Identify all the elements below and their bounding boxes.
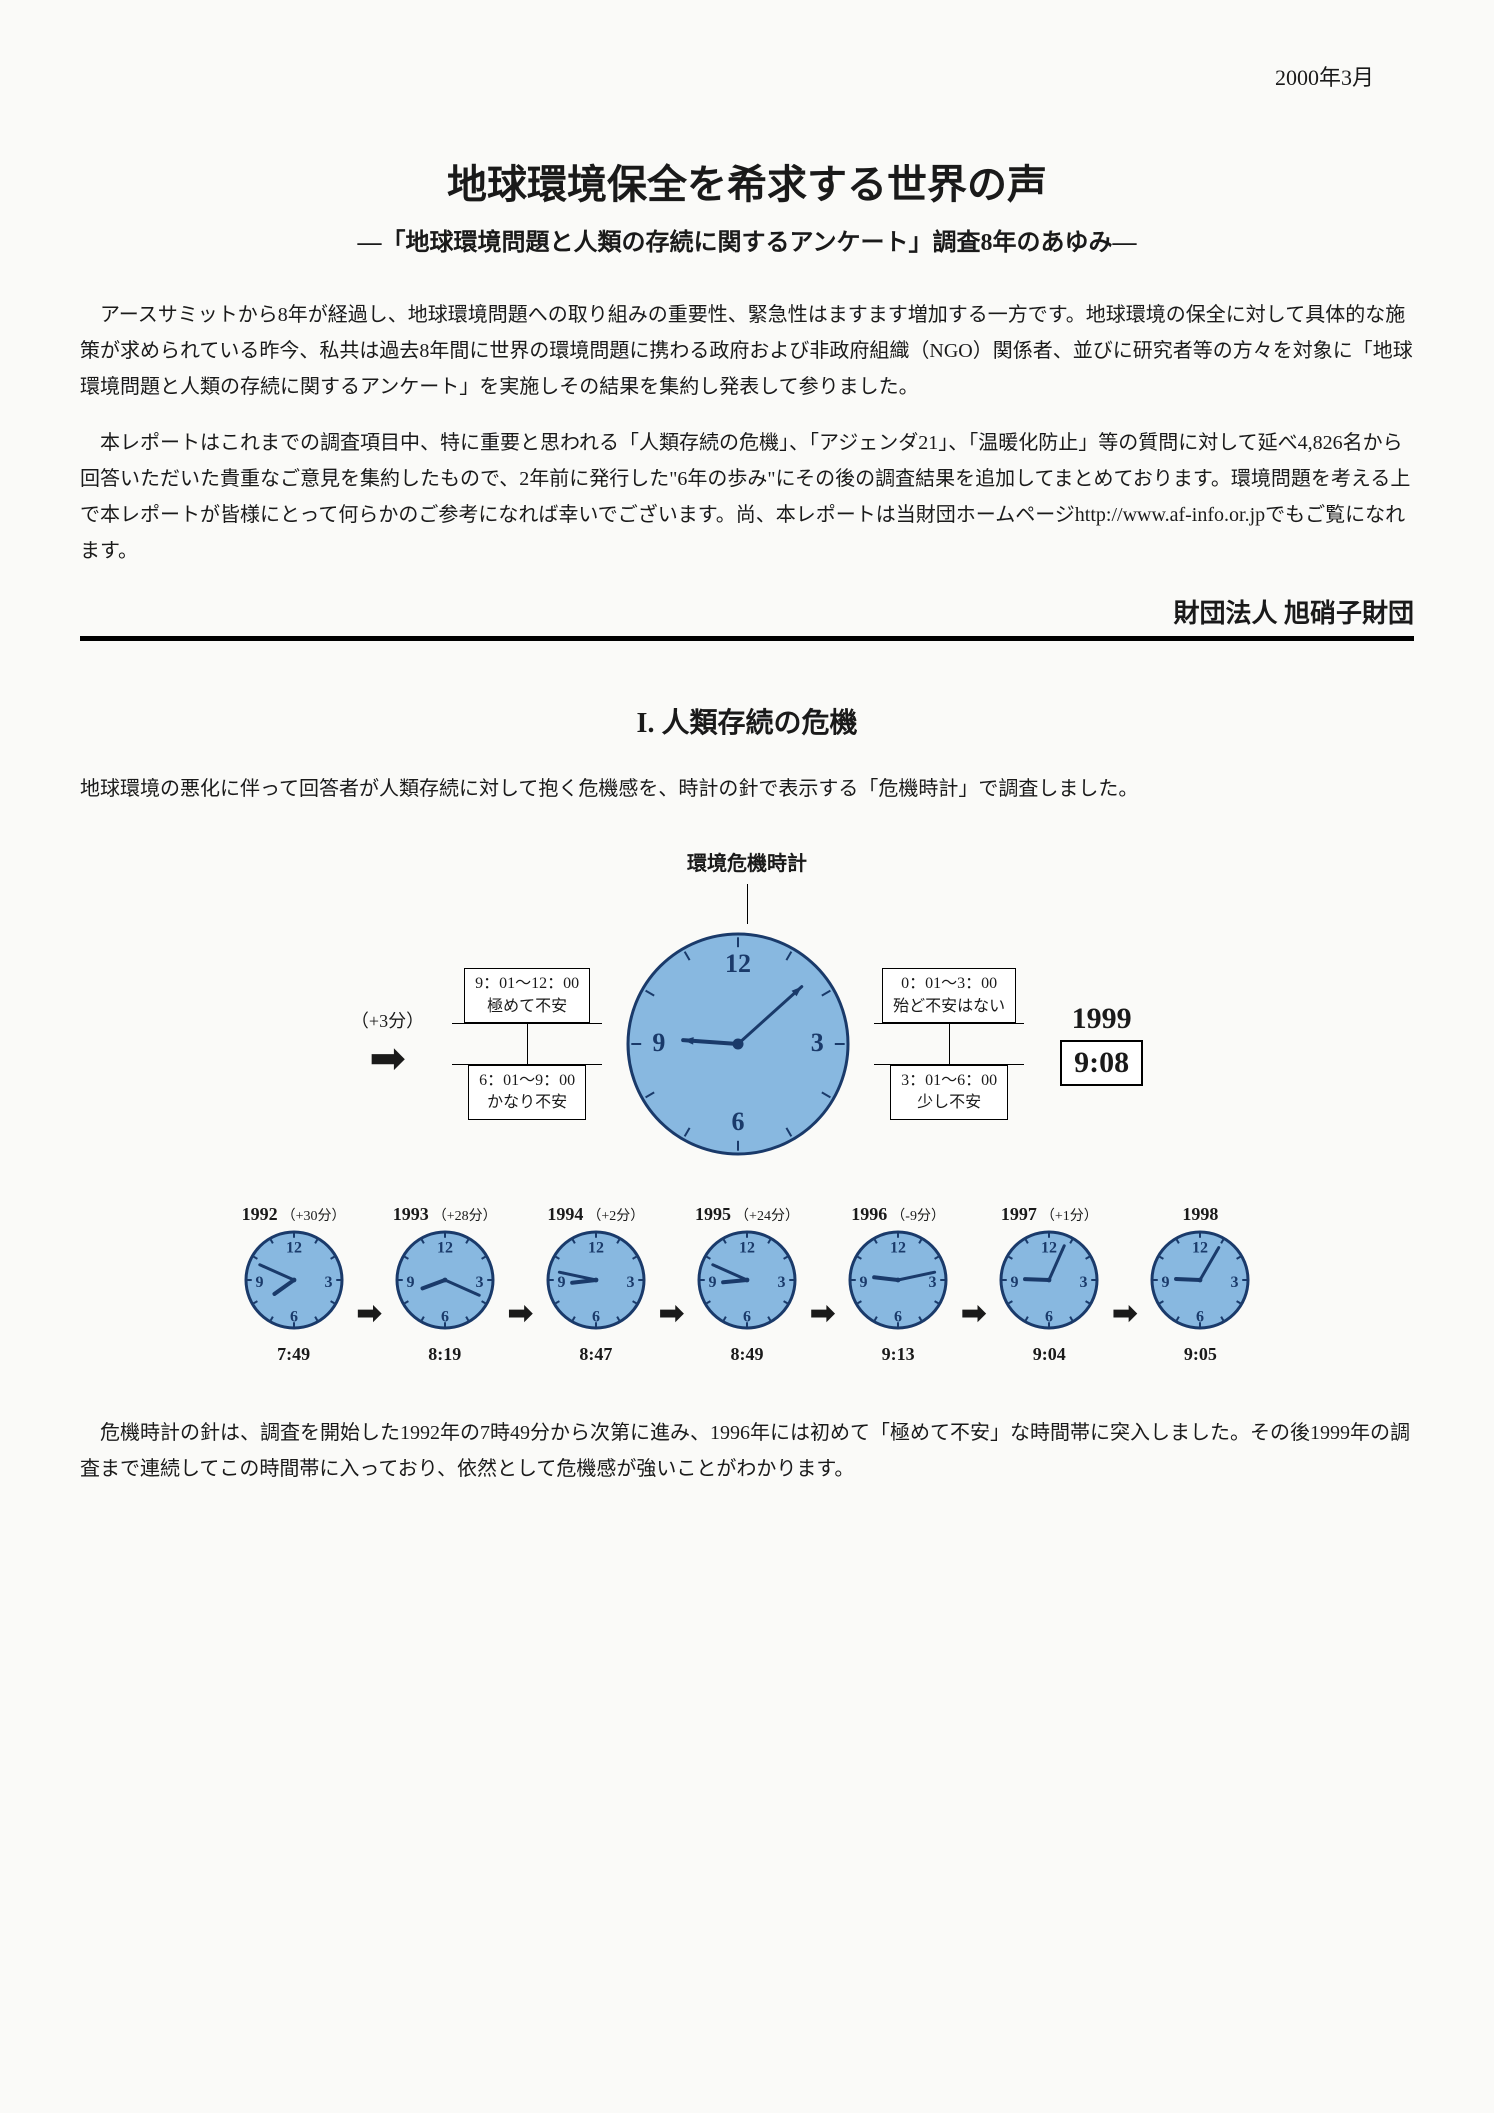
q3-label: 殆ど不安はない [893,998,1005,1015]
section-heading: I. 人類存続の危機 [80,701,1414,741]
change-delta-label: （+3分） [351,1007,424,1033]
quadrant-left-column: 9：01〜12：00 極めて不安 6：01〜9：00 かなり不安 [452,968,602,1120]
svg-text:6: 6 [441,1309,449,1326]
timeline-item: 1995 （+24分）369128:49 [692,1204,802,1365]
svg-text:12: 12 [1192,1239,1208,1256]
q4-range: 3：01〜6：00 [901,1072,997,1089]
intro-paragraph-2: 本レポートはこれまでの調査項目中、特に重要と思われる「人類存続の危機」、「アジェ… [80,425,1414,569]
svg-text:3: 3 [1231,1274,1239,1291]
clock-timeline: 1992 （+30分）369127:49➡1993 （+28分）369128:1… [80,1204,1414,1365]
svg-text:6: 6 [743,1309,751,1326]
timeline-clock: 3 6 9 12 [390,1225,500,1335]
svg-text:9: 9 [557,1274,565,1291]
section-intro: 地球環境の悪化に伴って回答者が人類存続に対して抱く危機感を、時計の針で表示する「… [80,771,1414,807]
quadrant-box-slightly: 3：01〜6：00 少し不安 [890,1065,1008,1120]
quadrant-right-column: 0：01〜3：00 殆ど不安はない 3：01〜6：00 少し不安 [874,968,1024,1120]
svg-text:3: 3 [811,1028,824,1057]
quadrant-box-hardly: 0：01〜3：00 殆ど不安はない [882,968,1016,1023]
current-year: 1999 [1060,1002,1143,1036]
timeline-item: 1997 （+1分）369129:04 [994,1204,1104,1365]
arrow-right-icon: ➡ [508,1296,533,1331]
svg-text:12: 12 [739,1239,755,1256]
svg-text:6: 6 [1045,1309,1053,1326]
svg-text:3: 3 [1080,1274,1088,1291]
closing-paragraph: 危機時計の針は、調査を開始した1992年の7時49分から次第に進み、1996年に… [80,1415,1414,1487]
timeline-clock: 3 6 9 12 [1145,1225,1255,1335]
quadrant-box-fairly: 6：01〜9：00 かなり不安 [468,1065,586,1120]
svg-text:6: 6 [592,1309,600,1326]
divider-rule [80,636,1414,641]
connector-line [747,884,748,924]
svg-text:9: 9 [708,1274,716,1291]
svg-text:9: 9 [1011,1274,1019,1291]
q1-range: 9：01〜12：00 [475,975,579,992]
timeline-clock: 3 6 9 12 [692,1225,802,1335]
svg-text:12: 12 [437,1239,453,1256]
svg-text:9: 9 [1162,1274,1170,1291]
svg-text:3: 3 [778,1274,786,1291]
svg-text:3: 3 [324,1274,332,1291]
timeline-item: 1998 369129:05 [1145,1204,1255,1365]
document-date: 2000年3月 [80,60,1374,92]
timeline-item: 1992 （+30分）369127:49 [239,1204,349,1365]
q4-label: 少し不安 [917,1094,981,1111]
diagram-title: 環境危機時計 [80,847,1414,876]
timeline-item: 1993 （+28分）369128:19 [390,1204,500,1365]
timeline-clock: 3 6 9 12 [541,1225,651,1335]
connector-line [527,1024,528,1064]
timeline-clock: 3 6 9 12 [239,1225,349,1335]
svg-text:9: 9 [406,1274,414,1291]
svg-text:6: 6 [1196,1309,1204,1326]
arrow-right-icon: ➡ [659,1296,684,1331]
arrow-right-icon: ➡ [351,1037,424,1081]
connector-line [949,1024,950,1064]
document-title: 地球環境保全を希求する世界の声 [80,152,1414,210]
svg-text:12: 12 [1041,1239,1057,1256]
q3-range: 0：01〜3：00 [901,975,997,992]
change-indicator: （+3分） ➡ [351,1007,424,1081]
quadrant-box-extreme: 9：01〜12：00 極めて不安 [464,968,590,1023]
timeline-item: 1996 （-9分）369129:13 [843,1204,953,1365]
arrow-right-icon: ➡ [1112,1296,1137,1331]
arrow-right-icon: ➡ [810,1296,835,1331]
svg-text:9: 9 [652,1028,665,1057]
timeline-clock: 3 6 9 12 [843,1225,953,1335]
arrow-right-icon: ➡ [357,1296,382,1331]
timeline-item: 1994 （+2分）369128:47 [541,1204,651,1365]
intro-paragraph-1: アースサミットから8年が経過し、地球環境問題への取り組みの重要性、緊急性はますま… [80,297,1414,405]
svg-text:12: 12 [588,1239,604,1256]
svg-text:12: 12 [286,1239,302,1256]
svg-text:6: 6 [894,1309,902,1326]
timeline-clock: 3 6 9 12 [994,1225,1104,1335]
main-crisis-clock: 3 6 9 12 [618,924,858,1164]
current-time: 9:08 [1060,1040,1143,1086]
arrow-right-icon: ➡ [961,1296,986,1331]
document-subtitle: —「地球環境問題と人類の存続に関するアンケート」調査8年のあゆみ— [80,222,1414,257]
q2-label: かなり不安 [487,1094,567,1111]
organization-name: 財団法人 旭硝子財団 [80,593,1414,630]
svg-text:3: 3 [626,1274,634,1291]
current-reading: 1999 9:08 [1060,1002,1143,1086]
crisis-clock-diagram: 環境危機時計 （+3分） ➡ 9：01〜12：00 極めて不安 6：01〜9：0… [80,847,1414,1365]
svg-text:9: 9 [860,1274,868,1291]
svg-text:12: 12 [725,949,751,978]
q1-label: 極めて不安 [487,998,567,1015]
svg-text:6: 6 [732,1107,745,1136]
svg-text:6: 6 [290,1309,298,1326]
svg-text:9: 9 [255,1274,263,1291]
svg-text:3: 3 [475,1274,483,1291]
svg-text:3: 3 [929,1274,937,1291]
svg-text:12: 12 [890,1239,906,1256]
q2-range: 6：01〜9：00 [479,1072,575,1089]
